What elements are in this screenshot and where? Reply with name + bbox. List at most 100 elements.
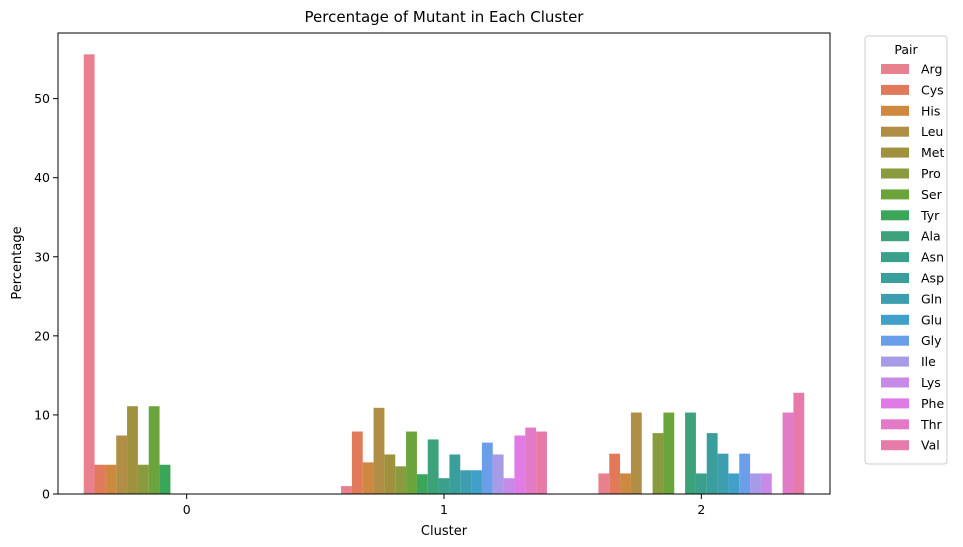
bar-his-cluster-1 [362, 462, 374, 494]
bar-arg-cluster-0 [83, 54, 95, 494]
bars-layer [83, 54, 805, 494]
bar-asp-cluster-1 [449, 454, 461, 494]
legend-label-his: His [921, 103, 940, 118]
legend-items: Arg Cys His Leu Met Pro Ser Tyr Ala Asn Asp Gln Glu G… [881, 62, 944, 453]
legend-title: Pair [894, 42, 918, 57]
bar-leu-cluster-0 [116, 435, 128, 494]
bar-pro-cluster-2 [652, 433, 664, 494]
legend-label-ala: Ala [921, 229, 941, 244]
bar-arg-cluster-2 [598, 473, 610, 494]
legend-swatch-arg [881, 64, 909, 74]
x-tick-label: 0 [183, 502, 191, 517]
bar-ile-cluster-2 [750, 473, 761, 494]
legend-swatch-pro [881, 168, 909, 179]
legend-swatch-glu [881, 314, 909, 325]
y-tick-label: 20 [34, 328, 50, 343]
legend-swatch-phe [881, 398, 909, 409]
legend-swatch-lys [881, 377, 909, 388]
bar-gly-cluster-2 [739, 453, 751, 494]
bar-val-cluster-1 [536, 431, 547, 494]
bar-asp-cluster-2 [706, 433, 718, 494]
bar-cys-cluster-2 [609, 453, 621, 494]
legend-label-lys: Lys [921, 375, 941, 390]
legend-label-leu: Leu [921, 124, 943, 139]
legend-label-met: Met [921, 145, 944, 160]
legend-swatch-his [881, 105, 909, 116]
bar-met-cluster-1 [384, 454, 396, 494]
bar-gln-cluster-1 [460, 470, 472, 494]
y-tick-label: 0 [42, 487, 50, 502]
y-axis-title: Percentage [10, 226, 25, 299]
bar-thr-cluster-1 [525, 427, 537, 494]
y-axis: 0 10 20 30 40 50 [34, 91, 58, 502]
x-tick-label: 1 [440, 502, 448, 517]
bar-tyr-cluster-0 [159, 464, 171, 494]
bar-ser-cluster-1 [406, 431, 417, 494]
bar-pro-cluster-1 [395, 466, 407, 494]
bar-cys-cluster-0 [94, 464, 106, 494]
legend-label-cys: Cys [921, 82, 944, 97]
bar-ile-cluster-1 [492, 454, 504, 494]
bar-gln-cluster-2 [717, 453, 729, 494]
legend-label-asp: Asp [921, 271, 944, 286]
bar-cys-cluster-1 [351, 431, 363, 494]
bar-val-cluster-2 [793, 392, 805, 494]
chart-title: Percentage of Mutant in Each Cluster [305, 8, 585, 26]
y-tick-label: 30 [34, 249, 50, 264]
bar-leu-cluster-1 [373, 407, 385, 494]
legend-label-ser: Ser [921, 187, 943, 202]
legend-label-asn: Asn [921, 250, 944, 265]
legend-swatch-met [881, 147, 909, 158]
bar-met-cluster-0 [127, 406, 138, 494]
legend-swatch-asp [881, 273, 909, 283]
legend-label-glu: Glu [921, 312, 942, 327]
x-axis: 0 1 2 [183, 494, 705, 517]
legend-label-phe: Phe [921, 396, 944, 411]
legend-swatch-leu [881, 126, 909, 137]
legend-label-val: Val [921, 438, 940, 453]
legend-label-pro: Pro [921, 166, 941, 181]
bar-lys-cluster-1 [503, 478, 515, 494]
legend-label-gln: Gln [921, 291, 942, 306]
legend-label-gly: Gly [921, 333, 942, 348]
bar-lys-cluster-2 [760, 473, 772, 494]
legend-swatch-ala [881, 231, 909, 242]
bar-glu-cluster-2 [728, 473, 740, 494]
legend-swatch-ile [881, 356, 909, 367]
bar-arg-cluster-1 [341, 486, 352, 494]
legend-label-tyr: Tyr [920, 208, 940, 223]
bar-asn-cluster-2 [695, 473, 707, 494]
legend-swatch-asn [881, 252, 909, 263]
y-tick-label: 50 [34, 91, 50, 106]
legend-swatch-gly [881, 335, 909, 346]
legend-swatch-cys [881, 84, 909, 95]
legend-label-ile: Ile [921, 354, 936, 369]
x-tick-label: 2 [697, 502, 705, 517]
bar-his-cluster-0 [105, 464, 117, 494]
legend-swatch-gln [881, 293, 909, 304]
legend-swatch-val [881, 440, 909, 451]
bar-glu-cluster-1 [471, 470, 482, 494]
plot-frame [57, 32, 831, 495]
legend-label-thr: Thr [920, 417, 943, 432]
bar-ser-cluster-2 [663, 412, 675, 494]
bar-phe-cluster-1 [514, 435, 526, 494]
bar-leu-cluster-2 [630, 412, 642, 494]
legend-swatch-tyr [881, 210, 909, 221]
legend-swatch-thr [881, 419, 909, 430]
bar-gly-cluster-1 [481, 442, 493, 494]
bar-his-cluster-2 [620, 473, 631, 494]
bar-thr-cluster-2 [782, 412, 794, 494]
y-tick-label: 10 [34, 407, 50, 422]
legend-label-arg: Arg [921, 62, 942, 77]
y-tick-label: 40 [34, 170, 50, 185]
bar-ala-cluster-1 [427, 439, 439, 494]
bar-ser-cluster-0 [148, 406, 160, 494]
bar-tyr-cluster-1 [416, 474, 428, 494]
legend: Pair Arg Cys His Leu Met Pro Ser Tyr Ala Asn Asp Gl… [864, 35, 948, 465]
bar-ala-cluster-2 [685, 412, 696, 494]
bar-asn-cluster-1 [438, 478, 450, 494]
legend-swatch-ser [881, 189, 909, 200]
bar-pro-cluster-0 [137, 464, 149, 494]
